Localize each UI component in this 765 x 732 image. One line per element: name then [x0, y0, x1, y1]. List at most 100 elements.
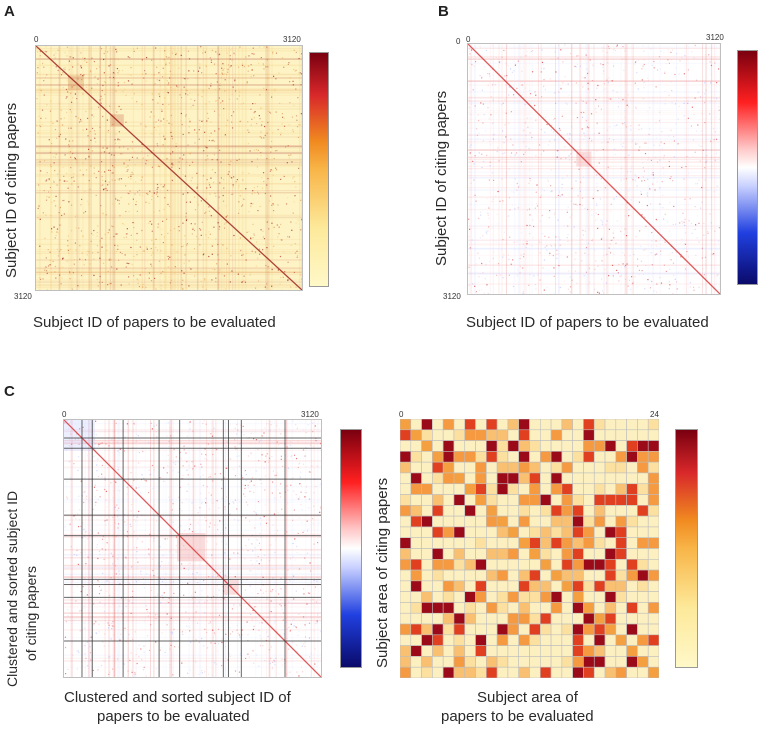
grid-cell — [626, 602, 638, 614]
matrix-cell — [128, 210, 130, 213]
matrix-cell — [250, 570, 252, 572]
matrix-cell — [295, 644, 297, 646]
matrix-cell — [253, 491, 255, 494]
matrix-cell — [132, 658, 134, 660]
matrix-cell — [582, 77, 584, 79]
matrix-cell — [134, 562, 136, 564]
matrix-cell — [669, 201, 671, 204]
matrix-cell — [473, 163, 475, 165]
matrix-cell — [567, 234, 569, 236]
matrix-cell — [663, 142, 665, 145]
matrix-cell — [182, 288, 184, 290]
matrix-cell — [292, 131, 294, 133]
row-streak — [468, 247, 720, 250]
matrix-cell — [187, 556, 190, 558]
matrix-cell — [599, 198, 602, 200]
grid-cell — [529, 494, 541, 506]
matrix-cell — [685, 269, 687, 271]
matrix-cell — [75, 600, 77, 602]
grid-cell — [550, 602, 563, 614]
grid-cell — [529, 645, 541, 657]
grid-cell — [561, 526, 573, 539]
matrix-cell — [683, 178, 685, 180]
matrix-cell — [582, 86, 584, 88]
matrix-cell — [106, 467, 109, 469]
a-x-axis-label: Subject ID of papers to be evaluated — [33, 314, 276, 331]
matrix-cell — [668, 253, 671, 255]
matrix-cell — [113, 467, 115, 469]
matrix-cell — [221, 479, 223, 481]
matrix-cell — [98, 631, 100, 633]
matrix-cell — [69, 248, 71, 250]
matrix-cell — [205, 146, 207, 148]
matrix-cell — [95, 434, 97, 436]
matrix-cell — [517, 60, 519, 62]
matrix-cell — [257, 448, 259, 451]
grid-cell — [615, 612, 627, 625]
matrix-cell — [65, 138, 67, 140]
matrix-cell — [596, 183, 598, 185]
matrix-cell — [80, 73, 82, 76]
matrix-cell — [573, 203, 575, 205]
matrix-cell — [234, 448, 237, 450]
matrix-cell — [245, 188, 247, 190]
matrix-cell — [548, 210, 551, 212]
matrix-cell — [532, 49, 534, 52]
matrix-cell — [181, 270, 183, 272]
matrix-cell — [171, 166, 173, 168]
matrix-cell — [70, 166, 72, 169]
matrix-cell — [133, 151, 136, 153]
matrix-cell — [560, 88, 562, 90]
matrix-cell — [267, 177, 269, 180]
matrix-cell — [84, 57, 86, 60]
matrix-cell — [189, 92, 191, 94]
grid-cell — [507, 548, 520, 560]
matrix-cell — [653, 144, 655, 146]
matrix-cell — [251, 543, 253, 545]
matrix-cell — [701, 113, 703, 115]
matrix-cell — [121, 153, 123, 155]
matrix-cell — [269, 288, 271, 290]
matrix-cell — [293, 68, 295, 71]
matrix-cell — [627, 126, 630, 128]
column-streak — [196, 420, 198, 677]
row-streak — [64, 564, 321, 567]
matrix-cell — [495, 274, 498, 277]
matrix-cell — [271, 492, 273, 494]
matrix-cell — [596, 174, 598, 176]
matrix-cell — [302, 429, 304, 431]
matrix-cell — [239, 195, 241, 197]
matrix-cell — [54, 237, 56, 239]
matrix-cell — [190, 223, 192, 225]
matrix-cell — [103, 58, 105, 61]
grid-cell — [647, 591, 659, 603]
matrix-cell — [511, 204, 513, 206]
matrix-cell — [228, 171, 230, 173]
matrix-cell — [172, 521, 174, 523]
grid-cell — [475, 451, 487, 463]
row-streak — [64, 498, 321, 501]
matrix-cell — [320, 443, 321, 445]
matrix-cell — [576, 204, 579, 207]
matrix-cell — [221, 520, 224, 522]
matrix-cell — [279, 492, 281, 494]
matrix-cell — [217, 147, 219, 149]
matrix-cell — [114, 506, 116, 508]
matrix-cell — [272, 75, 275, 77]
matrix-cell — [135, 203, 137, 206]
matrix-cell — [591, 157, 594, 159]
matrix-cell — [493, 134, 495, 136]
grid-cell — [475, 591, 487, 603]
matrix-cell — [186, 435, 188, 438]
matrix-cell — [517, 186, 520, 188]
matrix-cell — [219, 269, 221, 271]
matrix-cell — [673, 156, 675, 158]
matrix-cell — [117, 558, 119, 560]
matrix-cell — [200, 280, 202, 283]
grid-cell — [453, 461, 466, 474]
matrix-cell — [643, 216, 646, 218]
matrix-cell — [192, 573, 194, 575]
grid-cell — [464, 419, 476, 431]
matrix-cell — [510, 263, 512, 265]
matrix-cell — [224, 90, 226, 92]
